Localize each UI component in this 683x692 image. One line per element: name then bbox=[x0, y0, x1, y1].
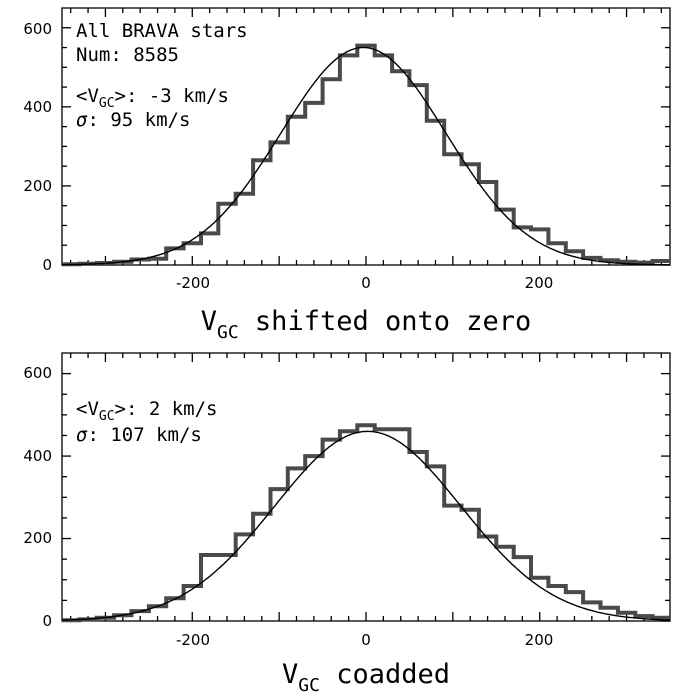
top-tick-labels: 0 200 400 600 -200 0 200 bbox=[23, 20, 553, 292]
top-panel: 0 200 400 600 -200 0 200 All BRAVA stars… bbox=[23, 7, 671, 343]
top-x-axis-label: VGC shifted onto zero bbox=[201, 306, 532, 343]
mean-subscript: GC bbox=[99, 96, 115, 111]
annotation-mean: <VGC>: 2 km/s bbox=[76, 398, 218, 424]
top-annotations: All BRAVA stars Num: 8585 <VGC>: -3 km/s… bbox=[76, 20, 248, 131]
x-axis-label-main: V bbox=[282, 659, 298, 690]
bottom-histogram bbox=[62, 423, 670, 623]
sigma-value: : 107 km/s bbox=[87, 424, 201, 446]
bottom-ytick-label: 600 bbox=[23, 364, 52, 382]
annotation-mean: <VGC>: -3 km/s bbox=[76, 85, 229, 111]
bottom-xtick-label: 0 bbox=[361, 631, 371, 649]
top-xtick-label: -200 bbox=[176, 274, 210, 292]
annotation-count: Num: 8585 bbox=[76, 44, 179, 66]
bottom-ytick-label: 0 bbox=[42, 612, 52, 630]
top-ticks bbox=[62, 8, 670, 266]
mean-value: >: -3 km/s bbox=[115, 85, 229, 107]
annotation-sigma: σ: 107 km/s bbox=[76, 424, 202, 446]
mean-subscript: GC bbox=[99, 409, 115, 424]
bottom-annotations: <VGC>: 2 km/s σ: 107 km/s bbox=[76, 398, 218, 446]
top-ytick-label: 200 bbox=[23, 177, 52, 195]
mean-prefix: <V bbox=[76, 85, 99, 107]
top-histogram bbox=[62, 43, 670, 267]
annotation-sigma: σ: 95 km/s bbox=[76, 109, 190, 131]
bottom-panel: 0 200 400 600 -200 0 200 <VGC>: 2 km/s σ… bbox=[23, 352, 671, 692]
top-ytick-label: 0 bbox=[42, 256, 52, 274]
bottom-gaussian-fit bbox=[61, 430, 670, 621]
mean-value: >: 2 km/s bbox=[115, 398, 218, 420]
bottom-plot-frame bbox=[61, 352, 671, 622]
bottom-xtick-label: -200 bbox=[176, 631, 210, 649]
x-axis-label-subscript: GC bbox=[298, 675, 320, 692]
bottom-x-axis-label: VGC coadded bbox=[282, 659, 450, 692]
bottom-tick-labels: 0 200 400 600 -200 0 200 bbox=[23, 364, 553, 649]
top-xtick-label: 0 bbox=[361, 274, 371, 292]
bottom-ticks bbox=[62, 353, 670, 622]
x-axis-label-rest: coadded bbox=[320, 659, 450, 690]
bottom-ytick-label: 200 bbox=[23, 529, 52, 547]
sigma-symbol: σ bbox=[76, 424, 88, 446]
top-gaussian-fit bbox=[62, 46, 670, 266]
top-ytick-label: 600 bbox=[23, 20, 52, 38]
mean-prefix: <V bbox=[76, 398, 99, 420]
sigma-symbol: σ bbox=[76, 109, 88, 131]
top-ytick-label: 400 bbox=[23, 98, 52, 116]
sigma-value: : 95 km/s bbox=[87, 109, 190, 131]
top-xtick-label: 200 bbox=[525, 274, 554, 292]
x-axis-label-subscript: GC bbox=[217, 322, 239, 343]
bottom-ytick-label: 400 bbox=[23, 447, 52, 465]
annotation-sample: All BRAVA stars bbox=[76, 20, 248, 42]
bottom-xtick-label: 200 bbox=[525, 631, 554, 649]
x-axis-label-main: V bbox=[201, 306, 217, 337]
x-axis-label-rest: shifted onto zero bbox=[239, 306, 532, 337]
